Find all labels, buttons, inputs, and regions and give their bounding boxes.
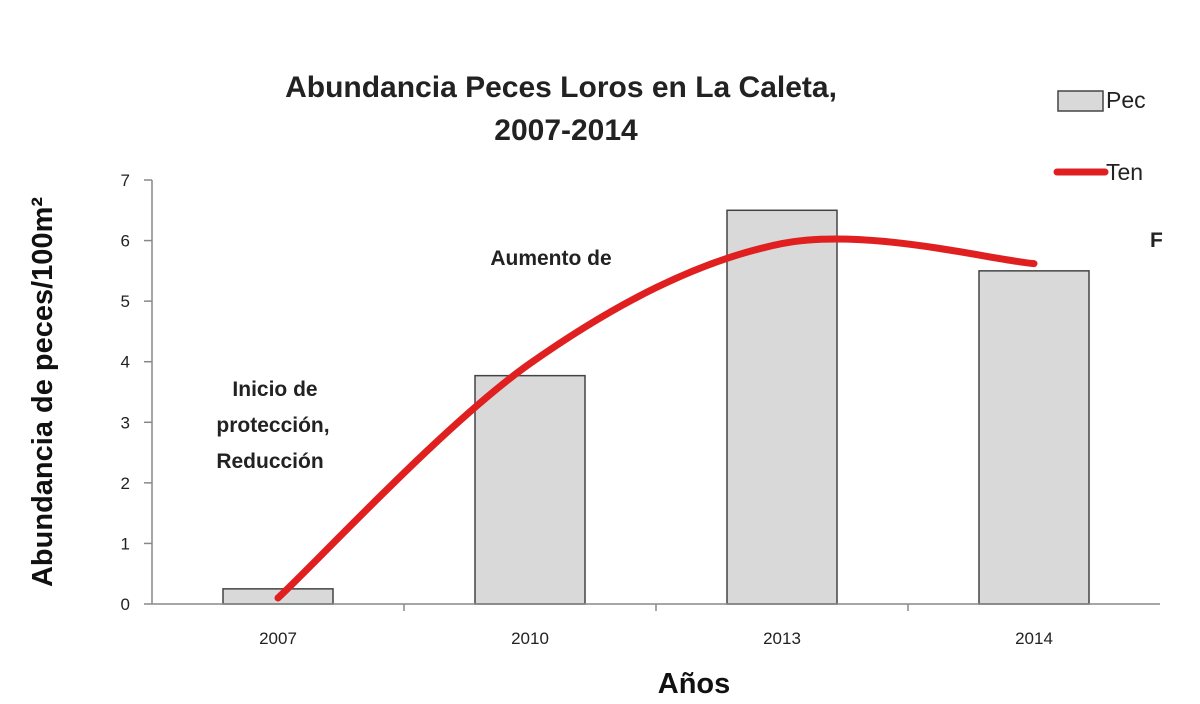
x-axis-title: Años (658, 668, 731, 700)
annotation-inicio-line-2: protección, (216, 414, 329, 437)
y-tick-label: 6 (121, 232, 130, 251)
y-tick-label: 3 (121, 413, 130, 432)
y-tick-label: 0 (121, 595, 130, 614)
chart-title-line-2: 2007-2014 (494, 114, 638, 147)
y-axis-ticks: 0 1 2 3 4 5 6 7 (121, 171, 152, 614)
x-tick-label: 2013 (763, 629, 801, 648)
annotation-inicio-line-3: Reducción (216, 450, 323, 473)
legend-bar-swatch (1057, 90, 1104, 112)
y-tick-label: 7 (121, 171, 130, 190)
bar-2014 (978, 270, 1090, 605)
legend-line-label: Ten (1106, 159, 1143, 185)
x-tick-label: 2014 (1015, 629, 1053, 648)
bar-series (222, 209, 1090, 605)
chart-title-line-1: Abundancia Peces Loros en La Caleta, (285, 71, 837, 104)
y-tick-label: 5 (121, 292, 130, 311)
annotation-aumento: Aumento de (490, 247, 611, 270)
legend-bar-label: Pec (1106, 87, 1146, 113)
x-axis-ticks: 2007 2010 2013 2014 (259, 604, 1053, 648)
y-axis-title: Abundancia de peces/100m² (27, 197, 59, 587)
x-tick-label: 2010 (511, 629, 549, 648)
legend: Pec Ten (1053, 87, 1146, 185)
bar-2013 (726, 209, 838, 605)
annotation-cut-letter: F (1150, 229, 1163, 252)
y-tick-label: 1 (121, 534, 130, 553)
y-tick-label: 4 (121, 353, 130, 372)
trend-line (274, 235, 1038, 602)
x-tick-label: 2007 (259, 629, 297, 648)
bar-2010 (474, 374, 586, 605)
y-tick-label: 2 (121, 474, 130, 493)
annotation-inicio-line-1: Inicio de (232, 378, 317, 401)
